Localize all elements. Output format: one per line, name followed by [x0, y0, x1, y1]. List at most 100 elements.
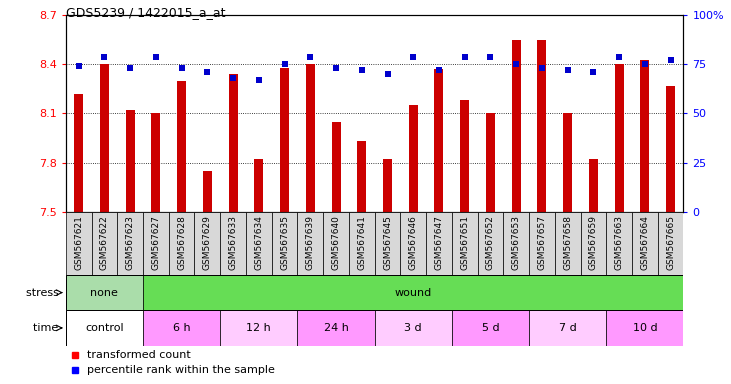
Bar — [177, 81, 186, 212]
Text: 6 h: 6 h — [173, 323, 190, 333]
Text: GSM567646: GSM567646 — [409, 215, 417, 270]
Bar — [512, 40, 520, 212]
Point — [356, 67, 368, 73]
Bar — [606, 212, 632, 275]
Point — [407, 53, 419, 60]
Point — [459, 53, 471, 60]
Bar — [537, 40, 547, 212]
Text: GSM567622: GSM567622 — [100, 215, 109, 270]
Text: percentile rank within the sample: percentile rank within the sample — [88, 366, 276, 376]
Bar — [374, 212, 401, 275]
Point — [613, 53, 625, 60]
Bar — [298, 212, 323, 275]
Bar — [349, 212, 374, 275]
Text: 3 d: 3 d — [404, 323, 422, 333]
Text: GSM567658: GSM567658 — [563, 215, 572, 270]
Bar — [563, 114, 572, 212]
Text: GSM567664: GSM567664 — [640, 215, 649, 270]
Bar — [220, 310, 298, 346]
Point — [202, 69, 213, 75]
Point — [150, 53, 162, 60]
Text: 5 d: 5 d — [482, 323, 499, 333]
Bar — [202, 171, 212, 212]
Bar — [66, 310, 143, 346]
Text: GSM567651: GSM567651 — [461, 215, 469, 270]
Text: GSM567645: GSM567645 — [383, 215, 392, 270]
Point — [304, 53, 316, 60]
Text: GSM567621: GSM567621 — [74, 215, 83, 270]
Text: GSM567663: GSM567663 — [615, 215, 624, 270]
Bar — [401, 212, 426, 275]
Point — [562, 67, 574, 73]
Point — [639, 61, 651, 68]
Text: GSM567633: GSM567633 — [229, 215, 238, 270]
Bar — [220, 212, 246, 275]
Bar — [580, 212, 606, 275]
Text: transformed count: transformed count — [88, 350, 192, 360]
Point — [485, 53, 496, 60]
Bar — [374, 310, 452, 346]
Text: GSM567647: GSM567647 — [434, 215, 444, 270]
Text: none: none — [91, 288, 118, 298]
Bar — [555, 212, 580, 275]
Bar — [529, 310, 606, 346]
Text: 10 d: 10 d — [632, 323, 657, 333]
Point — [253, 77, 265, 83]
Text: 24 h: 24 h — [324, 323, 349, 333]
Point — [124, 65, 136, 71]
Text: GSM567641: GSM567641 — [357, 215, 366, 270]
Bar — [169, 212, 194, 275]
Bar — [426, 212, 452, 275]
Point — [433, 67, 445, 73]
Bar — [486, 114, 495, 212]
Bar — [383, 159, 392, 212]
Point — [536, 65, 548, 71]
Bar — [357, 141, 366, 212]
Point — [382, 71, 393, 77]
Text: GSM567659: GSM567659 — [589, 215, 598, 270]
Text: GSM567628: GSM567628 — [177, 215, 186, 270]
Bar — [452, 212, 477, 275]
Bar — [323, 212, 349, 275]
Bar — [91, 212, 117, 275]
Text: time: time — [34, 323, 62, 333]
Bar — [143, 212, 169, 275]
Text: GSM567640: GSM567640 — [332, 215, 341, 270]
Point — [99, 53, 110, 60]
Bar — [529, 212, 555, 275]
Text: GSM567627: GSM567627 — [151, 215, 160, 270]
Bar — [504, 212, 529, 275]
Bar — [452, 310, 529, 346]
Bar — [74, 94, 83, 212]
Text: GDS5239 / 1422015_a_at: GDS5239 / 1422015_a_at — [66, 6, 225, 19]
Bar — [66, 212, 91, 275]
Text: GSM567623: GSM567623 — [126, 215, 135, 270]
Bar — [229, 74, 238, 212]
Point — [279, 61, 290, 68]
Point — [510, 61, 522, 68]
Bar — [409, 105, 417, 212]
Bar — [306, 65, 315, 212]
Bar — [632, 212, 658, 275]
Text: GSM567634: GSM567634 — [254, 215, 263, 270]
Bar — [117, 212, 143, 275]
Text: GSM567652: GSM567652 — [486, 215, 495, 270]
Bar — [606, 310, 683, 346]
Bar — [143, 310, 220, 346]
Bar — [66, 275, 143, 310]
Bar — [640, 60, 649, 212]
Bar — [589, 159, 598, 212]
Text: 12 h: 12 h — [246, 323, 271, 333]
Text: GSM567635: GSM567635 — [280, 215, 289, 270]
Bar — [461, 100, 469, 212]
Text: 7 d: 7 d — [558, 323, 577, 333]
Bar — [332, 122, 341, 212]
Point — [175, 65, 187, 71]
Bar — [126, 110, 135, 212]
Bar — [477, 212, 504, 275]
Point — [73, 63, 85, 70]
Text: GSM567657: GSM567657 — [537, 215, 547, 270]
Bar — [434, 70, 444, 212]
Text: GSM567665: GSM567665 — [666, 215, 675, 270]
Text: wound: wound — [395, 288, 432, 298]
